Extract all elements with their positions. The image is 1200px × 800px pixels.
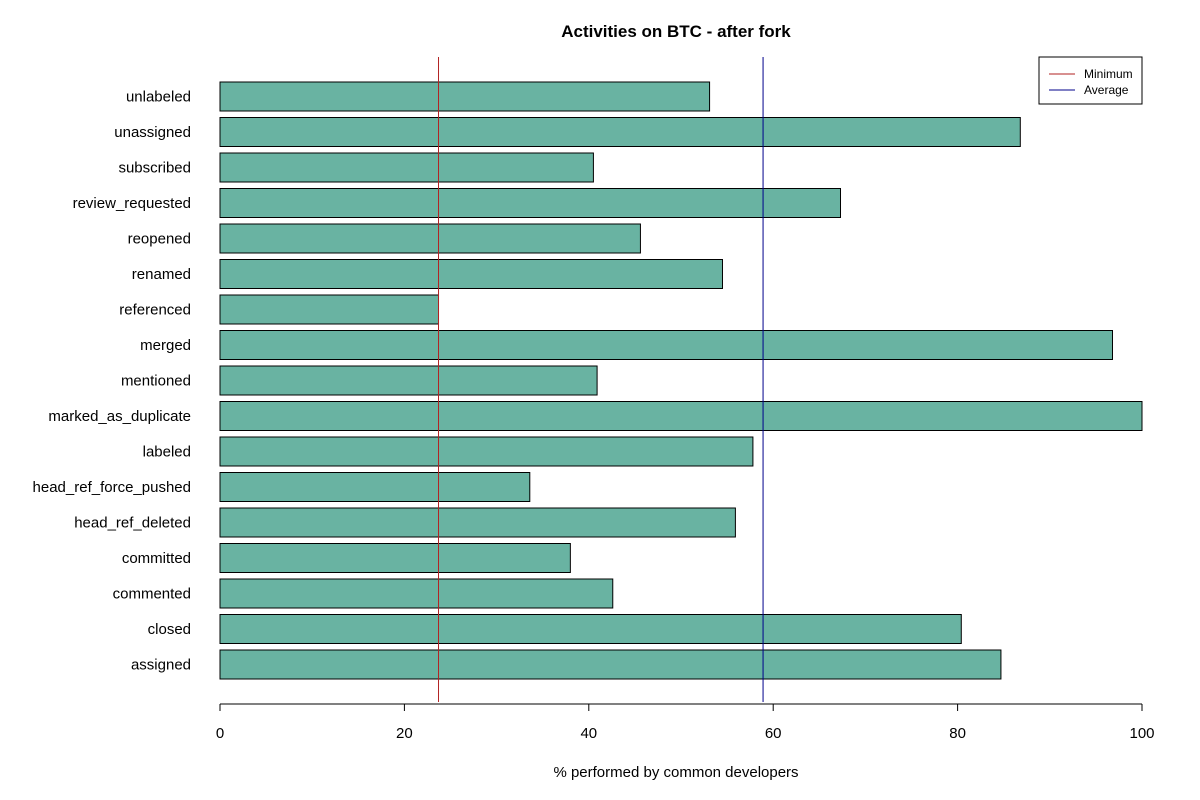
category-label: referenced — [119, 302, 191, 319]
bar-head-ref-deleted — [219, 507, 736, 538]
legend: Minimum Average — [1038, 56, 1143, 105]
x-tick-label: 0 — [216, 725, 224, 742]
legend-label: Average — [1084, 83, 1129, 97]
category-labels: assigned closed commented committed head_ref… — [33, 89, 191, 674]
bar-unlabeled — [219, 81, 711, 112]
bar-assigned — [219, 649, 1002, 680]
category-label: labeled — [143, 444, 191, 461]
x-tick-label: 100 — [1129, 725, 1154, 742]
category-label: reopened — [128, 231, 191, 248]
x-tick-label: 80 — [949, 725, 966, 742]
bar-unassigned — [219, 117, 1021, 147]
bar-renamed — [219, 259, 723, 289]
bar-marked-as-duplicate — [219, 401, 1143, 431]
category-label: review_requested — [73, 195, 191, 212]
category-label: subscribed — [118, 160, 191, 177]
x-tick-label: 20 — [396, 725, 413, 742]
bar-subscribed — [219, 152, 594, 183]
x-axis-label: % performed by common developers — [553, 764, 798, 781]
bar-referenced — [219, 294, 440, 325]
category-label: marked_as_duplicate — [48, 408, 191, 425]
bar-mentioned — [219, 365, 598, 396]
bar-reopened — [219, 223, 641, 254]
x-tick-label: 40 — [580, 725, 597, 742]
bar-review-requested — [219, 188, 842, 218]
x-tick-label: 60 — [765, 725, 782, 742]
bar-labeled — [219, 436, 754, 467]
chart-title: Activities on BTC - after fork — [561, 22, 791, 41]
legend-box — [1038, 56, 1143, 105]
category-label: closed — [148, 621, 191, 638]
category-label: assigned — [131, 657, 191, 674]
category-label: merged — [140, 337, 191, 354]
category-label: unlabeled — [126, 89, 191, 106]
category-label: commented — [113, 586, 191, 603]
category-label: renamed — [132, 266, 191, 283]
category-label: unassigned — [114, 124, 191, 141]
x-axis: 0 20 40 60 80 100 — [216, 703, 1155, 742]
category-label: mentioned — [121, 373, 191, 390]
bar-commented — [219, 578, 614, 609]
bar-closed — [219, 614, 962, 644]
reference-lines — [438, 57, 764, 702]
category-label: head_ref_force_pushed — [33, 479, 191, 496]
category-label: committed — [122, 550, 191, 567]
bar-committed — [219, 543, 571, 573]
legend-label: Minimum — [1084, 67, 1133, 81]
category-label: head_ref_deleted — [74, 515, 191, 532]
bar-merged — [219, 330, 1113, 360]
bar-head-ref-force-pushed — [219, 472, 531, 502]
bars-group — [219, 81, 1143, 680]
